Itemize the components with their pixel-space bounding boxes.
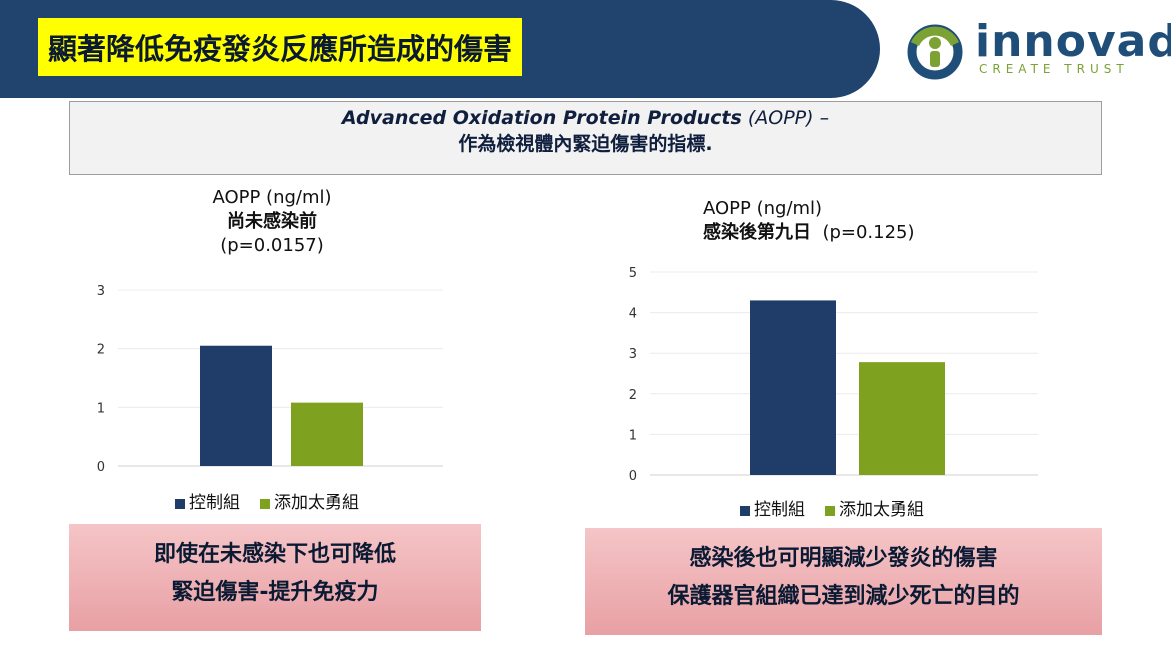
note-left-line1: 即使在未感染下也可降低 [153, 542, 396, 567]
logo-name: innovad® [975, 16, 1171, 67]
y-tick-label: 0 [629, 469, 637, 484]
chart1-pvalue: (p=0.0157) [220, 235, 324, 256]
y-tick-label: 3 [97, 284, 105, 299]
note-right-line2: 保護器官組織已達到減少死亡的目的 [667, 584, 1020, 609]
y-tick-label: 0 [97, 460, 105, 475]
bar-control [200, 345, 272, 466]
legend-swatch-treatment [825, 505, 835, 516]
subtitle-box: Advanced Oxidation Protein Products (AOP… [69, 101, 1102, 175]
chart1-legend: 控制組 添加太勇組 [175, 488, 359, 513]
y-tick-label: 2 [629, 388, 637, 403]
chart2-unit: AOPP (ng/ml) [703, 198, 823, 219]
logo-mark-icon [907, 24, 963, 80]
slide-title: 顯著降低免疫發炎反應所造成的傷害 [38, 18, 523, 76]
chart1-condition: 尚未感染前 [227, 211, 317, 232]
logo-tagline: CREATE TRUST [979, 62, 1129, 76]
legend-swatch-control [740, 505, 750, 516]
y-tick-label: 2 [97, 343, 105, 358]
chart2-title: AOPP (ng/ml) 感染後第九日 (p=0.125) [703, 197, 943, 245]
legend-item-control: 控制組 [740, 495, 805, 520]
bar-treatment [859, 362, 945, 475]
y-tick-label: 1 [97, 401, 105, 416]
legend-item-control: 控制組 [175, 488, 240, 513]
bar-control [750, 300, 836, 475]
chart1-title: AOPP (ng/ml) 尚未感染前 (p=0.0157) [172, 186, 372, 258]
legend-swatch-treatment [260, 498, 270, 509]
y-tick-label: 3 [629, 347, 637, 362]
chart1-unit: AOPP (ng/ml) [212, 187, 332, 208]
note-right: 感染後也可明顯減少發炎的傷害 保護器官組織已達到減少死亡的目的 [585, 528, 1102, 635]
note-left: 即使在未感染下也可降低 緊迫傷害-提升免疫力 [69, 524, 481, 631]
legend-swatch-control [175, 498, 185, 509]
note-right-line1: 感染後也可明顯減少發炎的傷害 [689, 546, 998, 571]
subtitle-line1: Advanced Oxidation Protein Products (AOP… [341, 107, 830, 129]
legend-item-treatment: 添加太勇組 [825, 495, 924, 520]
legend-item-treatment: 添加太勇組 [260, 488, 359, 513]
y-tick-label: 1 [629, 428, 637, 443]
y-tick-label: 5 [629, 266, 637, 281]
innovad-logo: innovad® CREATE TRUST [905, 16, 1171, 82]
bar-treatment [291, 402, 363, 466]
chart2-condition: 感染後第九日 (p=0.125) [703, 222, 915, 243]
slide-title-text: 顯著降低免疫發炎反應所造成的傷害 [48, 32, 513, 66]
note-left-line2: 緊迫傷害-提升免疫力 [171, 580, 379, 605]
y-tick-label: 4 [629, 307, 637, 322]
subtitle-line2: 作為檢視體內緊迫傷害的指標. [458, 133, 713, 155]
chart2-legend: 控制組 添加太勇組 [740, 495, 924, 520]
